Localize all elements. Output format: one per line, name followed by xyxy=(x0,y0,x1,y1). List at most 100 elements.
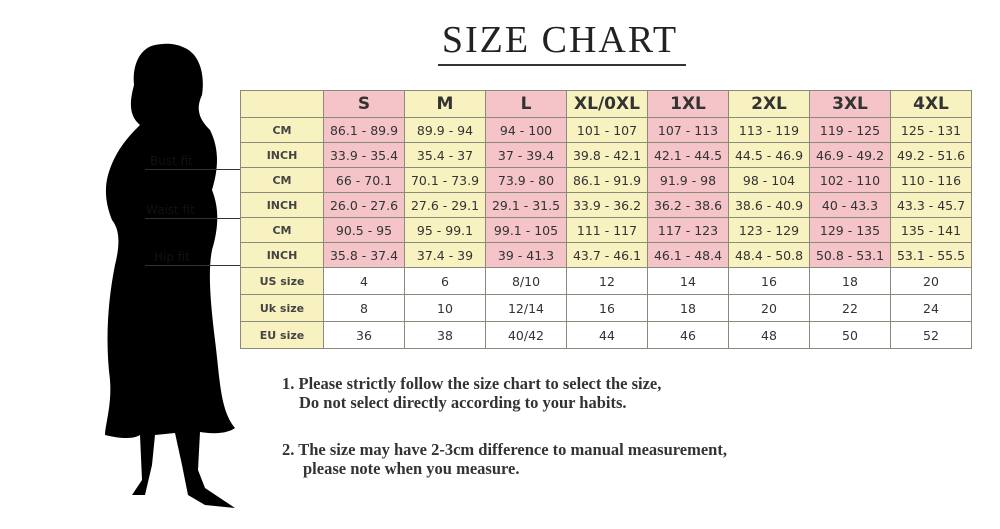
table-cell: 14 xyxy=(647,267,729,295)
table-cell: 48.4 - 50.8 xyxy=(728,242,810,268)
table-row: EU size 36 38 40/42 44 46 48 50 52 xyxy=(240,321,972,349)
size-header: M xyxy=(404,90,486,118)
table-cell: 38.6 - 40.9 xyxy=(728,192,810,218)
table-cell: 33.9 - 35.4 xyxy=(323,142,405,168)
table-cell: 35.8 - 37.4 xyxy=(323,242,405,268)
table-cell: 48 xyxy=(728,321,810,349)
table-row: INCH 26.0 - 27.6 27.6 - 29.1 29.1 - 31.5 33.… xyxy=(240,192,972,218)
note-2: 2. The size may have 2-3cm difference to… xyxy=(282,440,727,478)
size-header: 3XL xyxy=(809,90,891,118)
header-corner xyxy=(240,90,324,118)
size-header: XL/0XL xyxy=(566,90,648,118)
table-cell: 20 xyxy=(890,267,972,295)
row-label: INCH xyxy=(240,142,324,168)
note-2-line-2: please note when you measure. xyxy=(303,459,520,478)
table-cell: 52 xyxy=(890,321,972,349)
table-cell: 113 - 119 xyxy=(728,117,810,143)
table-cell: 12 xyxy=(566,267,648,295)
table-cell: 6 xyxy=(404,267,486,295)
size-header: 1XL xyxy=(647,90,729,118)
table-cell: 89.9 - 94 xyxy=(404,117,486,143)
table-cell: 29.1 - 31.5 xyxy=(485,192,567,218)
table-row: Uk size 8 10 12/14 16 18 20 22 24 xyxy=(240,294,972,322)
table-cell: 117 - 123 xyxy=(647,217,729,243)
table-row: CM 86.1 - 89.9 89.9 - 94 94 - 100 101 - 107 1… xyxy=(240,117,972,143)
table-cell: 37 - 39.4 xyxy=(485,142,567,168)
table-cell: 49.2 - 51.6 xyxy=(890,142,972,168)
table-cell: 66 - 70.1 xyxy=(323,167,405,193)
note-1-line-2: Do not select directly according to your… xyxy=(299,393,627,412)
table-cell: 46 xyxy=(647,321,729,349)
table-cell: 70.1 - 73.9 xyxy=(404,167,486,193)
table-cell: 90.5 - 95 xyxy=(323,217,405,243)
table-row: US size 4 6 8/10 12 14 16 18 20 xyxy=(240,267,972,295)
size-header: 2XL xyxy=(728,90,810,118)
table-cell: 129 - 135 xyxy=(809,217,891,243)
table-cell: 16 xyxy=(728,267,810,295)
table-cell: 119 - 125 xyxy=(809,117,891,143)
table-cell: 123 - 129 xyxy=(728,217,810,243)
size-header: S xyxy=(323,90,405,118)
table-cell: 43.7 - 46.1 xyxy=(566,242,648,268)
size-header: 4XL xyxy=(890,90,972,118)
table-row: INCH 33.9 - 35.4 35.4 - 37 37 - 39.4 39.8 - … xyxy=(240,142,972,168)
note-1: 1. Please strictly follow the size chart… xyxy=(282,374,661,412)
waist-fit-line xyxy=(145,218,240,219)
table-cell: 33.9 - 36.2 xyxy=(566,192,648,218)
table-cell: 44 xyxy=(566,321,648,349)
table-cell: 46.9 - 49.2 xyxy=(809,142,891,168)
table-cell: 40 - 43.3 xyxy=(809,192,891,218)
page-title: SIZE CHART xyxy=(441,19,679,61)
title-underline xyxy=(438,64,686,66)
row-label: US size xyxy=(240,267,324,295)
table-cell: 110 - 116 xyxy=(890,167,972,193)
note-1-line-1: 1. Please strictly follow the size chart… xyxy=(282,374,662,393)
table-cell: 86.1 - 91.9 xyxy=(566,167,648,193)
table-cell: 27.6 - 29.1 xyxy=(404,192,486,218)
table-cell: 37.4 - 39 xyxy=(404,242,486,268)
table-cell: 42.1 - 44.5 xyxy=(647,142,729,168)
table-cell: 53.1 - 55.5 xyxy=(890,242,972,268)
table-cell: 22 xyxy=(809,294,891,322)
table-cell: 36 xyxy=(323,321,405,349)
table-cell: 39 - 41.3 xyxy=(485,242,567,268)
table-cell: 16 xyxy=(566,294,648,322)
table-cell: 101 - 107 xyxy=(566,117,648,143)
table-cell: 18 xyxy=(647,294,729,322)
table-cell: 24 xyxy=(890,294,972,322)
table-cell: 135 - 141 xyxy=(890,217,972,243)
woman-silhouette-image xyxy=(105,43,235,509)
table-cell: 91.9 - 98 xyxy=(647,167,729,193)
table-cell: 8 xyxy=(323,294,405,322)
table-cell: 44.5 - 46.9 xyxy=(728,142,810,168)
table-cell: 10 xyxy=(404,294,486,322)
row-label: Uk size xyxy=(240,294,324,322)
table-cell: 36.2 - 38.6 xyxy=(647,192,729,218)
table-row: CM 90.5 - 95 95 - 99.1 99.1 - 105 111 - 117 1… xyxy=(240,217,972,243)
waist-fit-label: Waist fit xyxy=(146,203,195,217)
bust-fit-label: Bust fit xyxy=(150,154,193,168)
table-cell: 38 xyxy=(404,321,486,349)
table-cell: 40/42 xyxy=(485,321,567,349)
table-cell: 107 - 113 xyxy=(647,117,729,143)
table-row: CM 66 - 70.1 70.1 - 73.9 73.9 - 80 86.1 - 91… xyxy=(240,167,972,193)
note-2-line-1: 2. The size may have 2-3cm difference to… xyxy=(282,440,727,459)
table-cell: 43.3 - 45.7 xyxy=(890,192,972,218)
row-label: CM xyxy=(240,217,324,243)
table-row: INCH 35.8 - 37.4 37.4 - 39 39 - 41.3 43.7 - … xyxy=(240,242,972,268)
row-label: INCH xyxy=(240,242,324,268)
table-cell: 102 - 110 xyxy=(809,167,891,193)
hip-fit-label: Hip fit xyxy=(154,250,191,264)
table-cell: 86.1 - 89.9 xyxy=(323,117,405,143)
table-cell: 4 xyxy=(323,267,405,295)
table-cell: 111 - 117 xyxy=(566,217,648,243)
table-cell: 46.1 - 48.4 xyxy=(647,242,729,268)
table-cell: 95 - 99.1 xyxy=(404,217,486,243)
table-cell: 73.9 - 80 xyxy=(485,167,567,193)
size-header: L xyxy=(485,90,567,118)
table-cell: 50 xyxy=(809,321,891,349)
row-label: CM xyxy=(240,117,324,143)
table-cell: 98 - 104 xyxy=(728,167,810,193)
row-label: EU size xyxy=(240,321,324,349)
table-cell: 18 xyxy=(809,267,891,295)
